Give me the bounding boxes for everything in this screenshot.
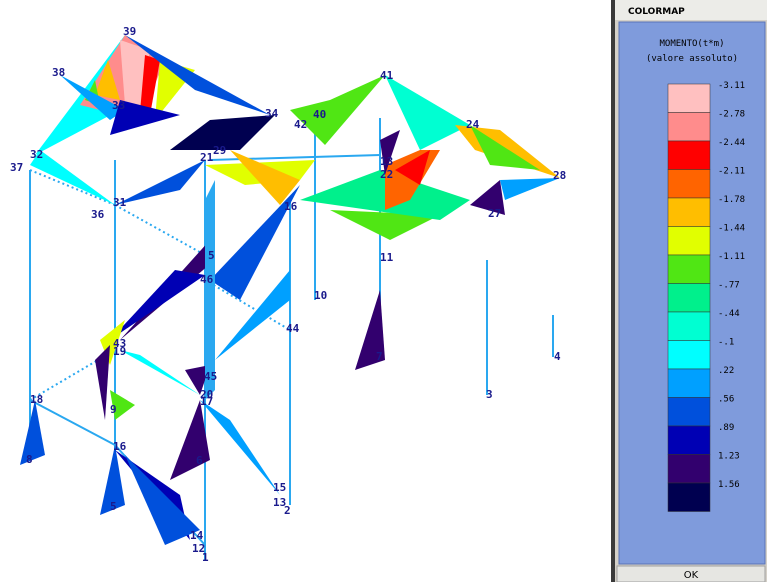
node-label: 4 xyxy=(554,350,561,363)
node-label: 44 xyxy=(286,322,300,335)
node-label: 28 xyxy=(553,169,566,182)
node-label: 33 xyxy=(112,99,125,112)
node-label: 24 xyxy=(466,118,480,131)
node-label: 19 xyxy=(113,345,126,358)
node-label: 11 xyxy=(380,251,394,264)
structure-view xyxy=(20,35,560,560)
legend-label: -2.44 xyxy=(718,138,745,148)
legend-label: -1.78 xyxy=(718,195,745,205)
node-label: 9 xyxy=(110,403,117,416)
legend-swatch xyxy=(667,254,711,284)
node-label: 45 xyxy=(204,370,217,383)
node-label: 46 xyxy=(200,273,214,286)
legend-subheading: (valore assoluto) xyxy=(646,54,738,64)
legend-swatch xyxy=(667,226,711,256)
node-label: 13 xyxy=(273,496,286,509)
node-label: 13 xyxy=(380,155,393,168)
node-label: 39 xyxy=(123,25,136,38)
panel-title: COLORMAP xyxy=(628,7,685,17)
node-label: 42 xyxy=(294,118,307,131)
node-label: 32 xyxy=(30,148,43,161)
legend-swatch xyxy=(667,197,711,227)
node-label: 20 xyxy=(200,388,213,401)
node-label: 18 xyxy=(30,393,43,406)
legend-swatch xyxy=(667,112,711,142)
legend-label: -2.78 xyxy=(718,110,745,120)
node-label: 31 xyxy=(113,196,127,209)
legend-swatch xyxy=(667,454,711,484)
legend-label: -1.44 xyxy=(718,224,745,234)
node-label: 34 xyxy=(265,107,279,120)
panel-border xyxy=(611,0,615,582)
legend-label: -1.11 xyxy=(718,252,745,262)
node-label: 37 xyxy=(10,161,23,174)
node-label: 36 xyxy=(91,208,105,221)
legend-swatch xyxy=(667,83,711,113)
ok-button[interactable] xyxy=(616,565,766,582)
node-label: 7 xyxy=(376,350,383,363)
legend-swatch xyxy=(667,340,711,370)
legend-swatch xyxy=(667,283,711,313)
legend-label: -.44 xyxy=(718,309,740,319)
node-label: 6 xyxy=(196,454,203,467)
node-label: 27 xyxy=(488,207,501,220)
legend-swatch xyxy=(667,482,711,512)
node-label: 5 xyxy=(208,249,215,262)
node-label: 40 xyxy=(313,108,326,121)
node-label: 1 xyxy=(202,551,209,564)
legend-swatch xyxy=(667,311,711,341)
node-label: 3 xyxy=(486,388,493,401)
legend-label: -.77 xyxy=(718,281,740,291)
node-label: 38 xyxy=(52,66,65,79)
node-label: 14 xyxy=(190,529,204,542)
node-label: 5 xyxy=(110,500,117,513)
node-label: 8 xyxy=(26,453,33,466)
panel-titlebar xyxy=(615,0,767,20)
node-label: 16 xyxy=(284,200,298,213)
legend-swatch xyxy=(667,368,711,398)
legend-label: -.1 xyxy=(718,338,734,348)
legend-label: -2.11 xyxy=(718,167,745,177)
legend-heading: MOMENTO(t*m) xyxy=(659,39,724,49)
legend-swatch xyxy=(667,397,711,427)
node-label: 43 xyxy=(113,337,126,350)
ok-button-label[interactable]: OK xyxy=(684,570,699,581)
node-label: 21 xyxy=(200,151,214,164)
legend-label: .22 xyxy=(718,366,734,376)
node-label: 12 xyxy=(192,542,205,555)
node-label: 29 xyxy=(213,144,226,157)
node-label: 16 xyxy=(113,440,127,453)
legend-label: .89 xyxy=(718,423,734,433)
legend: -3.11 -2.78 -2.44 -2.11 -1.78 -1.44 -1.11 -.77 -… xyxy=(667,81,745,512)
node-label: 17 xyxy=(200,395,213,408)
node-label: 15 xyxy=(273,481,286,494)
legend-swatch xyxy=(667,425,711,455)
node-label: 41 xyxy=(380,69,394,82)
legend-label: -3.11 xyxy=(718,81,745,91)
node-label: 22 xyxy=(380,168,393,181)
node-label: 10 xyxy=(314,289,327,302)
legend-label: 1.56 xyxy=(718,480,740,490)
legend-swatch xyxy=(667,169,711,199)
legend-label: .56 xyxy=(718,395,734,405)
node-label: 2 xyxy=(284,504,291,517)
legend-swatch xyxy=(667,140,711,170)
legend-label: 1.23 xyxy=(718,452,740,462)
